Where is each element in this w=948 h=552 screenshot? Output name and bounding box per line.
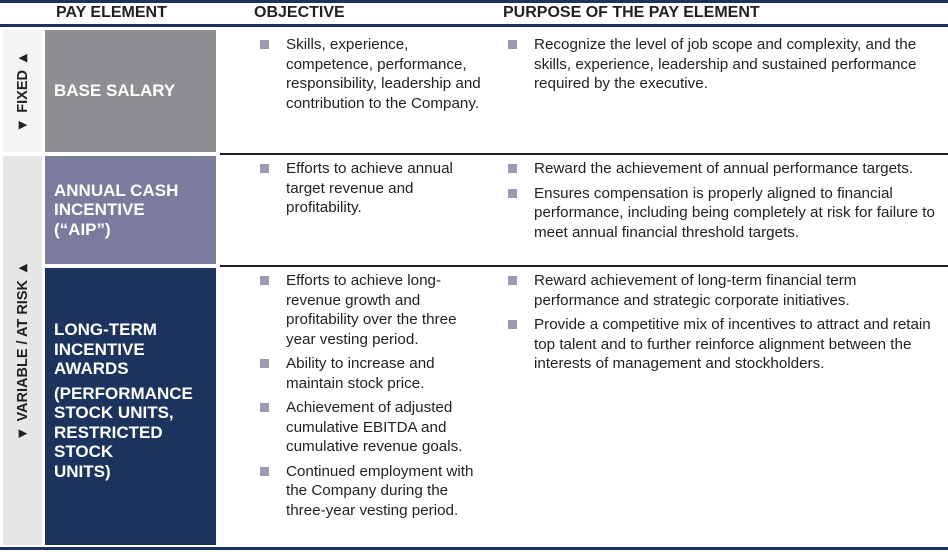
list-item-text: Recognize the level of job scope and com… — [534, 36, 917, 92]
list-item-text: Ensures compensation is properly aligned… — [534, 184, 935, 241]
list-item-text: Provide a competitive mix of incentives … — [534, 316, 931, 372]
objectives-row-0: Skills, experience, competence, performa… — [255, 35, 490, 118]
list-item: Reward achievement of long-term financia… — [503, 271, 943, 310]
list-item-text: Reward achievement of long-term financia… — [534, 272, 857, 309]
purposes-row-2: Reward achievement of long-term financia… — [503, 271, 943, 379]
list-item: Skills, experience, competence, performa… — [255, 35, 490, 113]
list-item-text: Achievement of adjusted cumulative EBITD… — [286, 399, 463, 455]
bullet-icon — [260, 164, 269, 173]
list-item: Continued employment with the Company du… — [255, 462, 490, 521]
row-divider — [220, 153, 948, 155]
objectives-row-1: Efforts to achieve annual target revenue… — [255, 159, 485, 223]
list-item-text: Reward the achievement of annual perform… — [534, 160, 914, 177]
header-pay-element: PAY ELEMENT — [56, 4, 167, 21]
bullet-icon — [508, 164, 517, 173]
list-item: Achievement of adjusted cumulative EBITD… — [255, 398, 490, 457]
side-fixed: ◄ FIXED ► — [3, 30, 42, 152]
pay-element-base-salary: BASE SALARY — [45, 30, 216, 152]
purposes-row-0: Recognize the level of job scope and com… — [503, 35, 943, 99]
bullet-icon — [260, 466, 269, 476]
bottom-rule — [0, 547, 948, 550]
bullet-icon — [508, 40, 517, 49]
pay-element-aip: ANNUAL CASH INCENTIVE (“AIP”) — [45, 156, 216, 264]
bullet-icon — [508, 188, 517, 198]
bullet-icon — [260, 359, 269, 368]
bullet-icon — [260, 276, 269, 285]
list-item-text: Efforts to achieve long-revenue growth a… — [286, 272, 457, 348]
bullet-icon — [508, 276, 517, 285]
element-label: BASE SALARY — [54, 81, 176, 101]
list-item-text: Efforts to achieve annual target revenue… — [286, 160, 453, 216]
list-item: Efforts to achieve long-revenue growth a… — [255, 271, 490, 349]
list-item-text: Skills, experience, competence, performa… — [286, 36, 481, 112]
side-variable-label: ◄ VARIABLE / AT RISK ► — [14, 259, 31, 442]
list-item: Efforts to achieve annual target revenue… — [255, 159, 485, 218]
pay-element-lti: LONG-TERM INCENTIVE AWARDS (PERFORMANCE S… — [45, 268, 216, 545]
element-label: LONG-TERM INCENTIVE AWARDS — [54, 320, 157, 378]
top-rule — [0, 0, 948, 3]
list-item: Ensures compensation is properly aligned… — [503, 184, 943, 243]
side-fixed-label: ◄ FIXED ► — [14, 49, 31, 133]
side-variable: ◄ VARIABLE / AT RISK ► — [3, 156, 42, 545]
bullet-icon — [260, 403, 269, 412]
objectives-row-2: Efforts to achieve long-revenue growth a… — [255, 271, 490, 525]
bullet-icon — [260, 40, 269, 49]
header-purpose: PURPOSE OF THE PAY ELEMENT — [503, 4, 760, 21]
header-rule — [0, 24, 948, 27]
purposes-row-1: Reward the achievement of annual perform… — [503, 159, 943, 247]
list-item: Provide a competitive mix of incentives … — [503, 315, 943, 374]
list-item: Reward the achievement of annual perform… — [503, 159, 943, 179]
list-item: Recognize the level of job scope and com… — [503, 35, 943, 94]
row-divider — [220, 265, 948, 267]
element-sublabel: (PERFORMANCE STOCK UNITS, RESTRICTED STO… — [54, 383, 193, 481]
element-label: ANNUAL CASH INCENTIVE (“AIP”) — [54, 180, 179, 239]
list-item-text: Ability to increase and maintain stock p… — [286, 355, 435, 392]
bullet-icon — [508, 320, 517, 329]
list-item: Ability to increase and maintain stock p… — [255, 354, 490, 393]
header-objective: OBJECTIVE — [254, 4, 345, 21]
list-item-text: Continued employment with the Company du… — [286, 462, 474, 519]
